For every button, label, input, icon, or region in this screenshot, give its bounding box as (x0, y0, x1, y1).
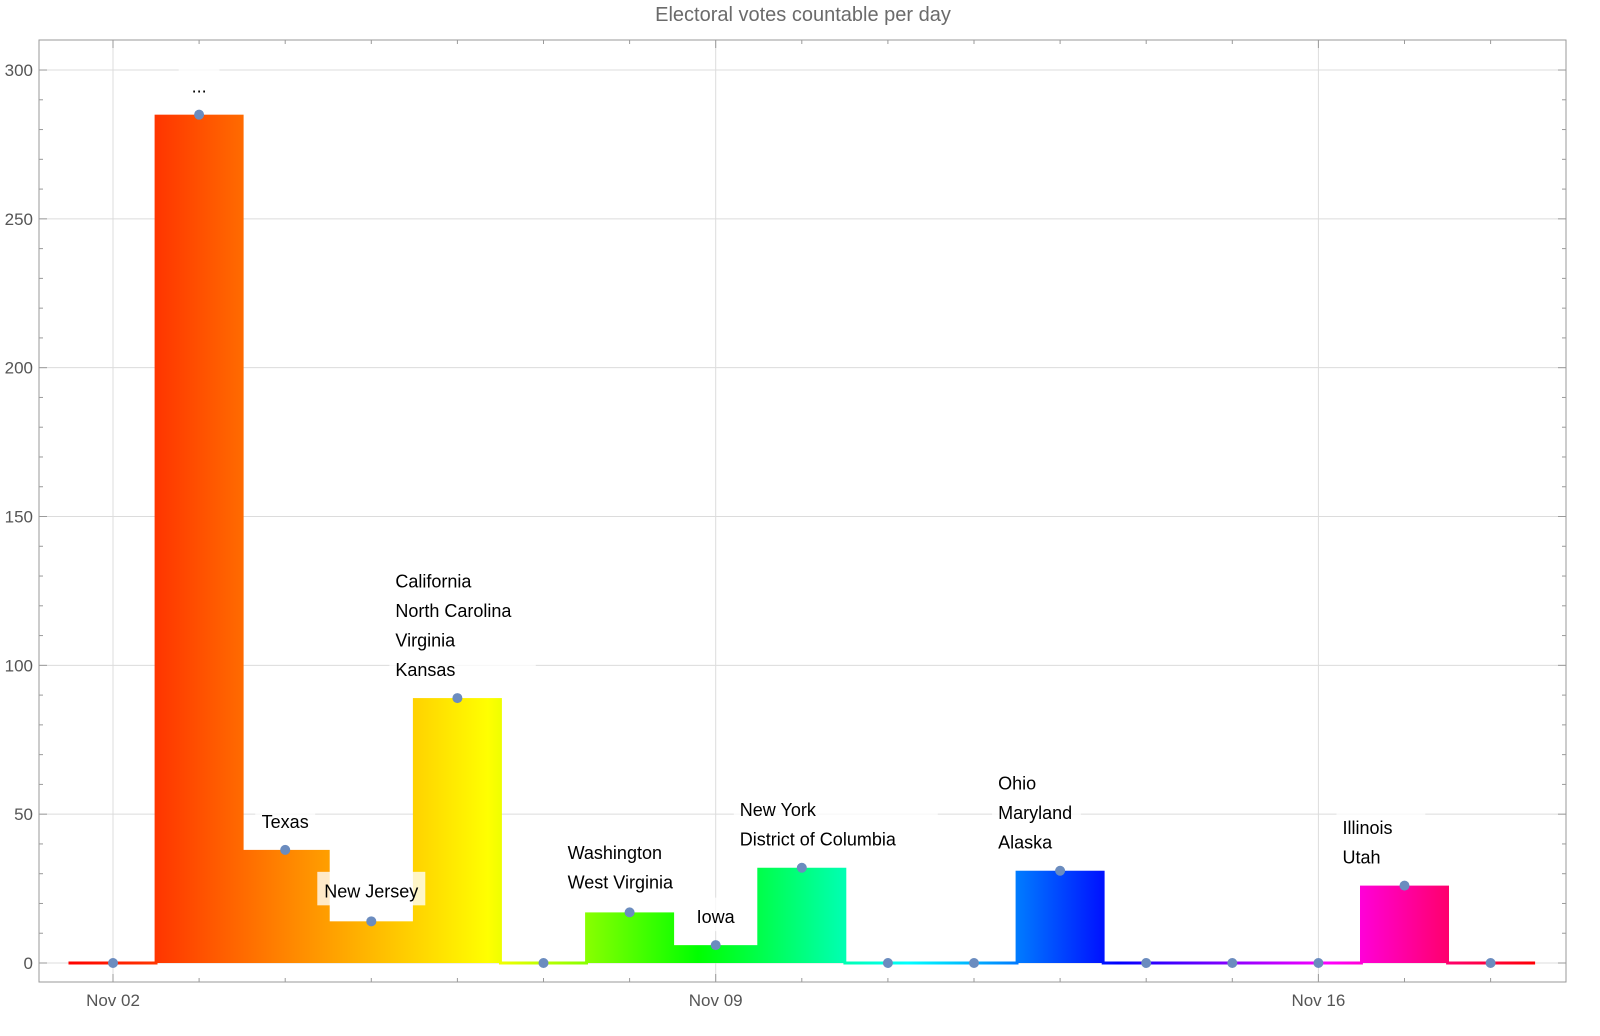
data-point (710, 940, 721, 951)
x-tick-label: Nov 02 (86, 991, 140, 1010)
data-annotation: Washington West Virginia (561, 833, 699, 897)
data-annotation: Ohio Maryland Alaska (992, 764, 1081, 857)
annotation-label: District of Columbia (740, 830, 897, 850)
bar (154, 114, 244, 963)
annotation-backdrop (690, 897, 741, 932)
data-point (108, 958, 118, 968)
annotation-label: New York (740, 800, 817, 820)
annotation-label: Virginia (395, 631, 456, 651)
data-annotation: New Jersey (317, 871, 426, 906)
y-tick-label: 200 (5, 359, 33, 378)
annotation-label: Texas (262, 812, 309, 832)
annotation-label: Alaska (998, 833, 1053, 853)
plot-frame (38, 39, 1567, 983)
data-point (1485, 958, 1496, 968)
data-point (1141, 958, 1152, 968)
annotation-label: Iowa (697, 907, 736, 927)
annotation-label: Illinois (1343, 818, 1393, 838)
bar (1015, 870, 1105, 963)
axis-layer: 0 50 100 150 200 250 300 Nov 02 Nov 09 Nov 16 (5, 40, 1566, 1010)
data-annotation: Illinois Utah (1336, 808, 1426, 872)
data-point (538, 958, 549, 968)
data-point (1313, 958, 1324, 968)
annotation-label: ... (192, 77, 207, 97)
data-point (452, 693, 463, 704)
annotation-backdrop (733, 790, 938, 854)
annotation-backdrop (178, 67, 220, 101)
bar (757, 867, 847, 963)
data-point (280, 844, 291, 855)
annotation-label: Washington (568, 843, 662, 863)
bar (671, 945, 761, 963)
annotation-label: Kansas (395, 660, 455, 680)
data-annotation: New York District of Columbia (733, 790, 938, 854)
bar (1360, 885, 1449, 963)
y-tick-label: 50 (14, 805, 33, 824)
data-point (882, 958, 893, 968)
y-tick-label: 300 (5, 61, 33, 80)
bars-layer (68, 114, 1536, 965)
annotation-label: New Jersey (324, 881, 418, 901)
data-point (366, 916, 377, 927)
annotation-backdrop (389, 562, 536, 685)
data-point (969, 958, 979, 968)
annotation-backdrop (992, 764, 1081, 857)
annotation-label: West Virginia (568, 872, 674, 892)
annotation-label: California (395, 572, 472, 592)
bar (240, 849, 330, 963)
bar (412, 698, 502, 963)
data-point (1227, 958, 1238, 968)
data-point (194, 109, 205, 120)
x-tick-label: Nov 16 (1291, 991, 1345, 1010)
chart-title: Electoral votes countable per day (655, 4, 951, 26)
bar (585, 912, 675, 963)
data-point (1399, 880, 1410, 891)
annotation-backdrop (1336, 808, 1426, 872)
annotation-label: Utah (1343, 848, 1381, 868)
annotation-label: Maryland (998, 803, 1072, 823)
annotation-label: North Carolina (395, 601, 512, 621)
annotation-backdrop (561, 833, 699, 897)
data-annotation: Iowa (690, 897, 741, 932)
y-tick-label: 250 (5, 210, 33, 229)
y-tick-label: 0 (24, 954, 33, 973)
annotation-backdrop (255, 802, 316, 836)
data-point (624, 907, 635, 918)
data-annotation: California North Carolina Virginia Kansas (389, 562, 536, 685)
x-tick-label: Nov 09 (689, 991, 743, 1010)
data-point (796, 862, 807, 873)
annotation-backdrop (317, 871, 426, 906)
data-annotation: ... (178, 67, 220, 101)
annotation-label: Ohio (998, 774, 1036, 794)
points-layer (108, 109, 1496, 968)
data-annotation: Texas (255, 802, 316, 836)
bar (326, 921, 416, 963)
y-tick-label: 150 (5, 508, 33, 527)
data-point (1055, 865, 1066, 876)
y-tick-label: 100 (5, 656, 33, 675)
annotation-layer: ... Texas New Jersey California North Caroli… (178, 67, 1426, 932)
